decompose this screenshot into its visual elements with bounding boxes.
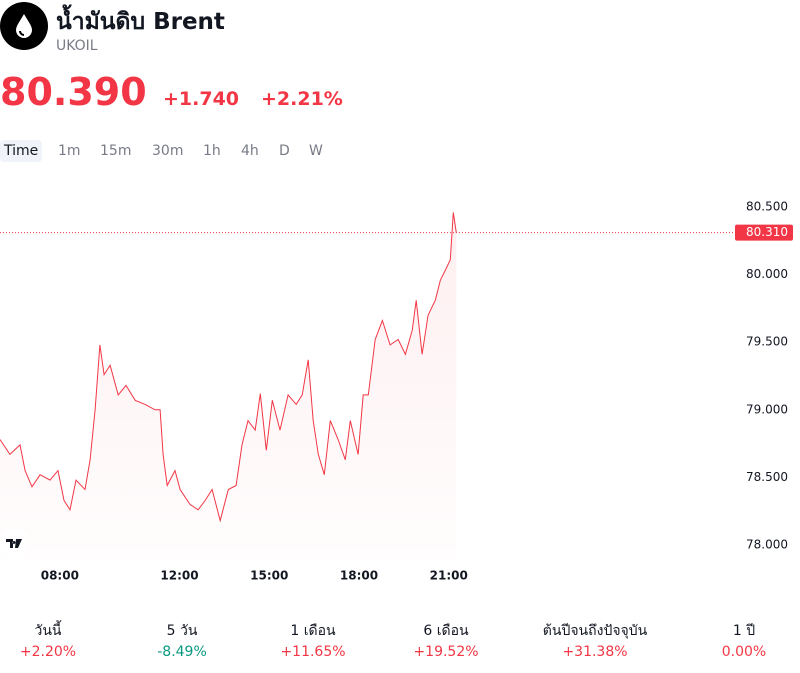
period-value: +11.65% — [280, 644, 346, 660]
period-value: +2.20% — [19, 644, 77, 660]
icon — [0, 2, 48, 50]
x-tick-label: 12:00 — [160, 569, 198, 583]
period-label: 1 ปี — [732, 623, 756, 639]
y-tick-label: 79.500 — [746, 335, 788, 349]
interval-tab[interactable]: W — [309, 143, 323, 159]
chart: 78.000 78.500 79.000 79.500 80.000 80.500 08:0… — [0, 199, 793, 583]
y-tick-label: 78.500 — [746, 470, 788, 484]
last-price-label: 80.310 — [746, 225, 788, 239]
area — [0, 212, 457, 559]
interval-tab[interactable]: 1h — [203, 143, 221, 159]
period-value: 0.00% — [721, 644, 767, 660]
period-value: +31.38% — [562, 644, 628, 660]
last-price-badge — [735, 224, 793, 241]
x-tick-label: 15:00 — [250, 569, 288, 583]
symbol: UKOIL — [56, 38, 98, 54]
interval-tab[interactable]: 15m — [100, 143, 132, 159]
title: น้ำมันดิบ Brent — [56, 9, 225, 35]
change-percent: +2.21% — [261, 88, 343, 110]
period-label: วันนี้ — [34, 623, 62, 639]
y-tick-label: 78.000 — [746, 537, 788, 551]
interval-tab[interactable]: D — [279, 143, 290, 159]
change: +1.740 — [163, 88, 240, 110]
x-tick-label: 18:00 — [340, 569, 378, 583]
y-tick-label: 79.000 — [746, 402, 788, 416]
period-label: 6 เดือน — [423, 623, 469, 639]
interval-tab[interactable]: 1m — [58, 143, 81, 159]
period-label: ต้นปีจนถึงปัจจุบัน — [542, 623, 648, 639]
price: 80.390 — [0, 70, 147, 114]
x-tick-label: 08:00 — [41, 569, 79, 583]
y-tick-label: 80.000 — [746, 267, 788, 281]
period-value: +19.52% — [413, 644, 479, 660]
period-value: -8.49% — [157, 644, 207, 660]
y-tick-label: 80.500 — [746, 199, 788, 213]
period-label: 5 วัน — [166, 623, 198, 639]
interval-tab[interactable]: 4h — [241, 143, 259, 159]
period-label: 1 เดือน — [290, 623, 336, 639]
price-line — [0, 212, 457, 523]
logo — [0, 530, 28, 556]
x-tick-label: 21:00 — [430, 569, 468, 583]
interval-tab[interactable]: 30m — [152, 143, 184, 159]
interval-tab[interactable]: Time — [0, 140, 43, 162]
